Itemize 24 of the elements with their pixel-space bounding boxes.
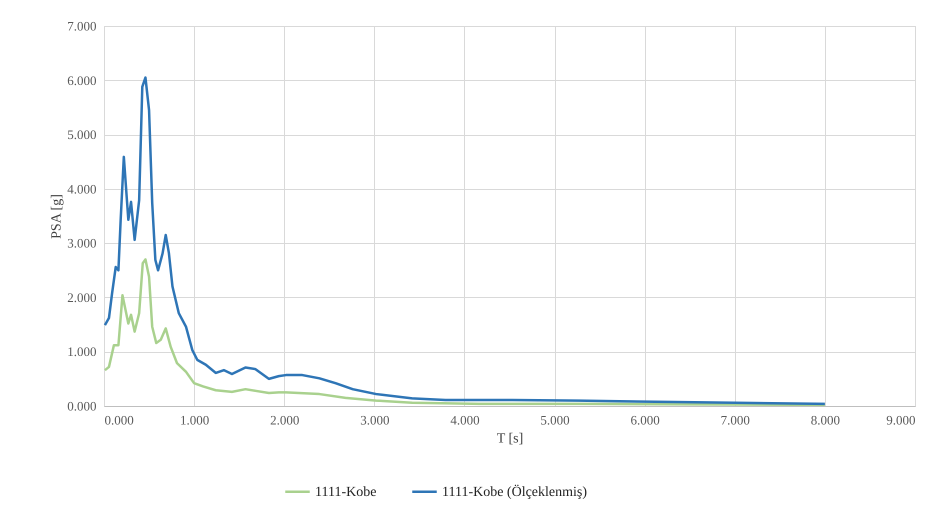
y-tick-label: 3.000 <box>67 236 96 251</box>
x-tick-label: 0.000 <box>104 412 134 428</box>
legend-label: 1111-Kobe (Ölçeklenmiş) <box>442 484 588 500</box>
line-series <box>104 258 826 406</box>
x-tick-label: 1.000 <box>180 412 210 428</box>
x-axis-title: T [s] <box>496 432 524 446</box>
legend-label: 1111-Kobe <box>315 484 376 500</box>
x-tick-label: 3.000 <box>360 412 390 428</box>
y-tick-label: 0.000 <box>67 398 96 414</box>
x-tick-label: 8.000 <box>810 412 840 428</box>
y-tick-label: 4.000 <box>67 181 96 196</box>
y-tick-label: 1.000 <box>67 344 96 360</box>
y-tick-label: 7.000 <box>67 18 96 34</box>
y-tick-label: 5.000 <box>67 127 96 142</box>
y-tick-label: 2.000 <box>67 290 96 305</box>
x-tick-label: 2.000 <box>270 412 300 428</box>
line-series <box>104 76 826 406</box>
x-tick-label: 5.000 <box>540 412 570 428</box>
x-tick-label: 6.000 <box>630 412 660 428</box>
y-axis-title: PSA [g] <box>49 194 64 239</box>
x-tick-label: 4.000 <box>450 412 480 428</box>
x-tick-label: 7.000 <box>720 412 750 428</box>
y-tick-label: 6.000 <box>67 72 96 88</box>
x-tick-label: 9.000 <box>886 412 916 428</box>
